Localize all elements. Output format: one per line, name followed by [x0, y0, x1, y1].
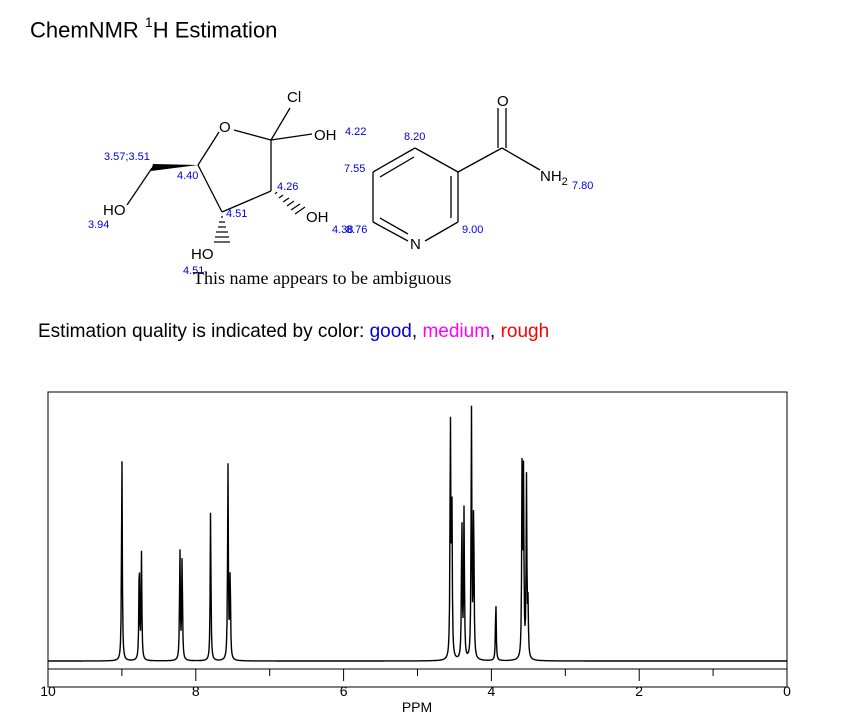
atom-oh-right: OH — [306, 209, 329, 226]
x-tick-label: 2 — [635, 683, 643, 699]
atom-o-ring: O — [219, 119, 231, 136]
shift-label: 4.51 — [226, 208, 247, 220]
bond — [270, 107, 291, 141]
shift-label: 3.57;3.51 — [104, 151, 150, 163]
title-prefix: ChemNMR — [30, 17, 145, 43]
quality-legend: Estimation quality is indicated by color… — [38, 321, 549, 343]
spectrum-trace — [48, 405, 787, 662]
legend-rough: rough — [500, 321, 550, 342]
hashed-bond — [214, 216, 230, 243]
title-superscript: 1 — [144, 14, 153, 30]
shift-label: 4.38 — [332, 224, 353, 236]
atom-nh2: NH2 — [540, 168, 568, 188]
shift-label: 4.26 — [277, 181, 298, 193]
atom-cl: Cl — [287, 89, 301, 106]
atom-n-ring: N — [410, 236, 421, 253]
bond — [414, 147, 459, 173]
bond — [197, 164, 223, 213]
ambiguous-name-notice: This name appears to be ambiguous — [193, 268, 452, 288]
x-tick-label: 0 — [783, 683, 791, 699]
shift-label: 7.80 — [572, 180, 593, 192]
legend-good: good — [369, 321, 412, 342]
shift-label: 4.51 — [183, 265, 204, 277]
hashed-bond — [274, 191, 306, 215]
bond — [501, 147, 541, 171]
shift-label: 7.55 — [344, 163, 365, 175]
x-tick-label: 8 — [192, 683, 200, 699]
legend-separator: , — [490, 321, 501, 342]
legend-separator: , — [411, 321, 423, 342]
atom-oh-top: OH — [314, 127, 337, 144]
atom-ho-left: HO — [103, 202, 126, 219]
x-tick-label: 4 — [488, 683, 496, 699]
shift-label: 8.76 — [346, 224, 367, 236]
legend-prefix: Estimation quality is indicated by color… — [38, 321, 370, 342]
plot-frame — [47, 391, 788, 688]
atom-ho-bottom: HO — [191, 246, 214, 263]
bond — [270, 133, 313, 141]
nmr-spectrum-chart: 10 8 6 4 2 0 PPM — [40, 391, 791, 715]
shift-label: 4.40 — [177, 170, 198, 182]
shift-label: 9.00 — [462, 224, 483, 236]
x-tick-label: 10 — [40, 683, 56, 699]
bond — [126, 167, 153, 206]
shift-label: 4.22 — [345, 126, 366, 138]
bond — [372, 221, 409, 242]
bond — [424, 221, 459, 242]
bond — [457, 147, 503, 173]
bond — [233, 129, 272, 141]
page-title: ChemNMR 1H Estimation — [30, 14, 278, 43]
molecule-structure: Cl O OH OH HO HO O NH2 N 4.22 8.20 3.57;… — [88, 89, 593, 277]
bond — [372, 147, 416, 173]
shift-label: 3.94 — [88, 219, 109, 231]
x-tick-label: 6 — [340, 683, 348, 699]
title-suffix: H Estimation — [152, 17, 278, 43]
bond — [221, 190, 272, 213]
x-axis-label: PPM — [402, 699, 432, 715]
bond — [379, 217, 409, 235]
bond — [379, 156, 415, 178]
legend-medium: medium — [422, 321, 491, 342]
wedge-bond — [151, 164, 198, 171]
bond — [197, 131, 220, 166]
shift-label: 8.20 — [404, 131, 425, 143]
atom-o-carbonyl: O — [497, 93, 509, 110]
